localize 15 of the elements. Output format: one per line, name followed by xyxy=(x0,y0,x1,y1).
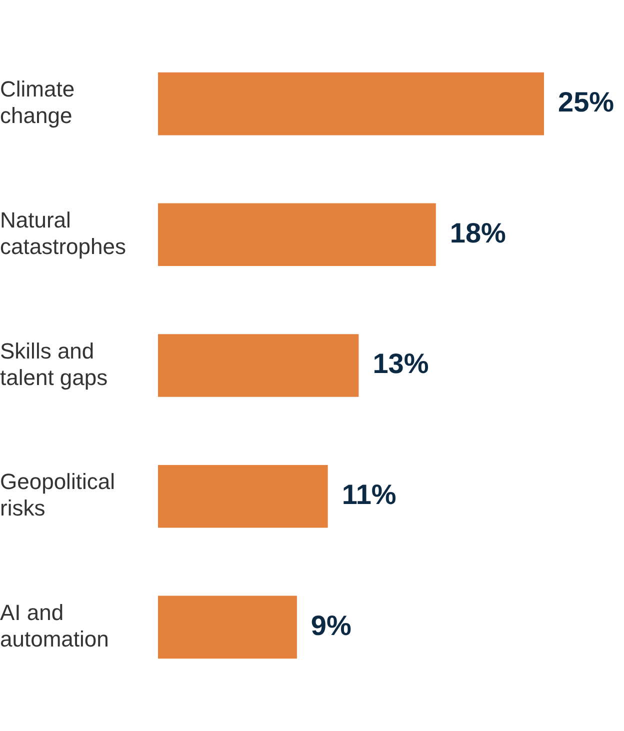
y-tick-label: Geopolitical risks xyxy=(0,469,115,521)
data-label: 11% xyxy=(342,479,396,510)
y-tick-label: Skills and talent gaps xyxy=(0,338,108,390)
data-label: 9% xyxy=(310,610,352,641)
bar xyxy=(158,334,359,397)
data-label: 25% xyxy=(558,86,614,118)
bar xyxy=(158,596,297,659)
data-label: 13% xyxy=(372,348,429,380)
y-tick-label: AI and automation xyxy=(0,600,109,652)
data-label: 18% xyxy=(450,217,506,248)
bar xyxy=(158,464,328,528)
bar xyxy=(158,72,544,136)
y-tick-label: Climate change xyxy=(0,76,75,128)
bar xyxy=(158,203,436,266)
y-tick-label: Natural catastrophes xyxy=(0,208,126,259)
